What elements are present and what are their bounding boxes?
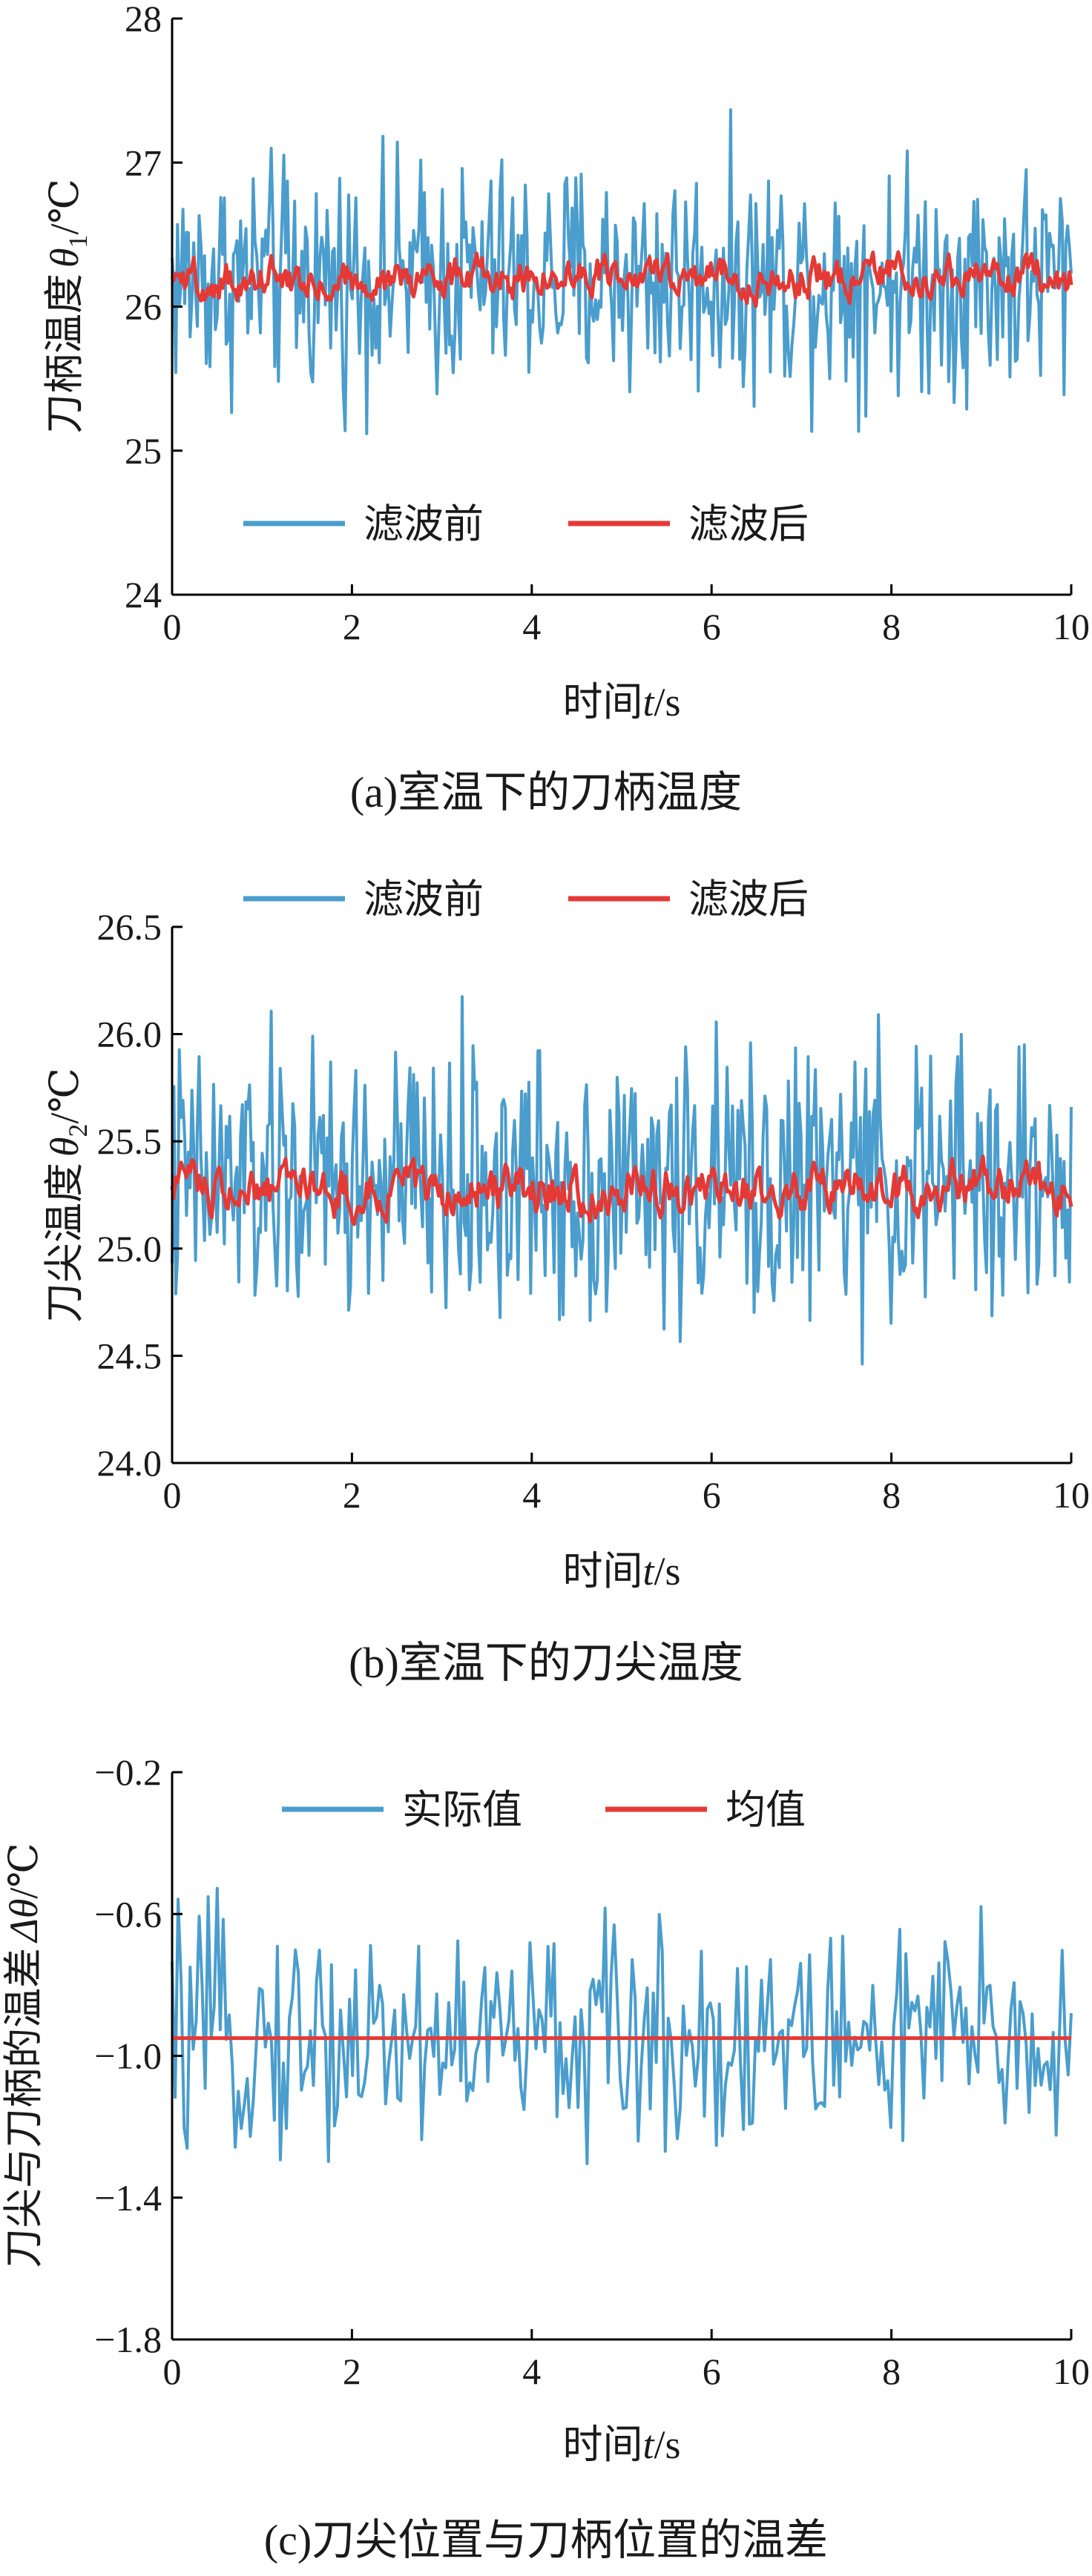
- y-tick-label: 24.5: [97, 1335, 162, 1376]
- x-tick-label: 0: [163, 1474, 182, 1516]
- y-tick-label: −1.4: [94, 2177, 162, 2219]
- x-tick-label: 0: [163, 2351, 182, 2392]
- panel-c-legend-label-mean: 均值: [726, 1788, 806, 1832]
- panel-c-series-layer: [171, 1886, 1073, 2165]
- x-tick-label: 6: [703, 2351, 721, 2392]
- y-tick-label: 26.5: [97, 906, 162, 948]
- panel-b-xlabel-unit: /s: [654, 1549, 680, 1594]
- y-tick-label: 25.5: [97, 1120, 162, 1162]
- panel-b-legend: 滤波前 滤波后: [243, 877, 809, 922]
- x-tick-label: 6: [703, 1474, 721, 1516]
- panel-b-series-secondary-line: [170, 1155, 1073, 1226]
- panel-a-legend: 滤波前 滤波后: [243, 502, 809, 546]
- panel-a-caption: (a)室温下的刀柄温度: [350, 768, 742, 816]
- panel-b-caption: (b)室温下的刀尖温度: [349, 1639, 743, 1687]
- y-tick-label: −0.2: [94, 1751, 162, 1793]
- panel-c-x-axis-title: 时间t/s: [562, 2423, 680, 2467]
- y-tick-label: 24.0: [97, 1442, 162, 1484]
- x-tick-label: 8: [882, 606, 901, 647]
- y-tick-label: 25: [125, 430, 162, 472]
- x-tick-label: 4: [522, 606, 541, 647]
- panel-a-series-primary-line: [171, 108, 1073, 435]
- panel-a-ylabel-symbol: θ: [42, 248, 87, 268]
- y-tick-label: −1.0: [94, 2035, 162, 2077]
- x-tick-label: 2: [343, 606, 361, 647]
- y-tick-label: 26.0: [97, 1014, 162, 1055]
- y-tick-label: 24: [125, 574, 162, 615]
- panel-b-ticks: 0 2 4 6 8 10 24.0 24.5 25.0 25.5 26.0 26.5: [97, 906, 1091, 1516]
- panel-c-ticks: 0 2 4 6 8 10 −1.8 −1.4 −1.0 −0.6 −0.2: [94, 1751, 1090, 2392]
- panel-c-series-primary-line: [171, 1886, 1073, 2165]
- y-tick-label: 25.0: [97, 1228, 162, 1269]
- y-tick-label: −0.6: [94, 1893, 162, 1935]
- panel-b-ylabel-main: 刀尖温度: [42, 1163, 87, 1323]
- panel-b-legend-label-before: 滤波前: [364, 877, 484, 922]
- panel-c-xlabel-unit: /s: [654, 2423, 680, 2467]
- x-tick-label: 10: [1053, 2351, 1090, 2392]
- panel-a-xlabel-unit: /s: [654, 680, 680, 724]
- panel-b-xlabel-symbol: t: [642, 1549, 655, 1594]
- panel-a-ylabel-main: 刀柄温度: [42, 274, 87, 434]
- x-tick-label: 2: [343, 1474, 361, 1516]
- y-tick-label: −1.8: [94, 2319, 162, 2360]
- panel-b-y-axis-title: 刀尖温度 θ2/℃: [42, 1068, 93, 1323]
- panel-c-caption: (c)刀尖位置与刀柄位置的温差: [264, 2516, 828, 2564]
- y-tick-label: 27: [125, 142, 162, 183]
- x-tick-label: 8: [882, 1474, 901, 1516]
- y-tick-label: 28: [125, 0, 162, 39]
- panel-b-series-layer: [170, 995, 1073, 1366]
- panel-a-legend-label-before: 滤波前: [364, 502, 484, 546]
- x-tick-label: 4: [522, 2351, 541, 2392]
- panel-a-xlabel-symbol: t: [642, 680, 655, 724]
- panel-c-legend: 实际值 均值: [282, 1788, 806, 1832]
- panel-b-xlabel-main: 时间: [562, 1549, 642, 1594]
- panel-a-ylabel-subscript: 1: [63, 234, 93, 248]
- panel-a-series-secondary-line: [170, 250, 1073, 308]
- panel-a-xlabel-main: 时间: [562, 680, 642, 724]
- panel-b-legend-label-after: 滤波后: [688, 877, 809, 922]
- panel-c-xlabel-symbol: t: [642, 2423, 655, 2467]
- panel-b-ylabel-symbol: θ: [42, 1137, 87, 1157]
- x-tick-label: 10: [1053, 1474, 1090, 1516]
- x-tick-label: 8: [882, 2351, 901, 2392]
- panel-a-series-layer: [170, 108, 1073, 435]
- x-tick-label: 4: [522, 1474, 541, 1516]
- panel-c-ylabel-symbol: Δθ: [1, 1899, 46, 1943]
- panel-b-ylabel-subscript: 2: [63, 1123, 93, 1137]
- y-tick-label: 26: [125, 286, 162, 328]
- panel-a-y-axis-title: 刀柄温度 θ1/℃: [42, 179, 93, 434]
- panel-c-ylabel-unit: /℃: [1, 1843, 46, 1898]
- panel-c-legend-label-actual: 实际值: [402, 1788, 522, 1832]
- panel-c: 0 2 4 6 8 10 −1.8 −1.4 −1.0 −0.6 −0.2 实际值 均值 刀尖与刀柄…: [1, 1751, 1090, 2564]
- panel-c-ylabel-main: 刀尖与刀柄的温差: [1, 1948, 46, 2268]
- x-tick-label: 6: [703, 606, 721, 647]
- panel-a-x-axis-title: 时间t/s: [562, 680, 680, 724]
- panel-b-x-axis-title: 时间t/s: [562, 1549, 680, 1594]
- panel-b-ylabel-unit: /℃: [42, 1068, 87, 1123]
- panel-b-series-primary-line: [171, 995, 1073, 1366]
- x-tick-label: 0: [163, 606, 182, 647]
- panel-c-y-axis-title: 刀尖与刀柄的温差 Δθ/℃: [1, 1843, 46, 2268]
- panel-c-xlabel-main: 时间: [562, 2423, 642, 2467]
- panel-a-ylabel-unit: /℃: [42, 179, 87, 234]
- panel-a-legend-label-after: 滤波后: [688, 502, 809, 546]
- x-tick-label: 2: [343, 2351, 361, 2392]
- x-tick-label: 10: [1053, 606, 1090, 647]
